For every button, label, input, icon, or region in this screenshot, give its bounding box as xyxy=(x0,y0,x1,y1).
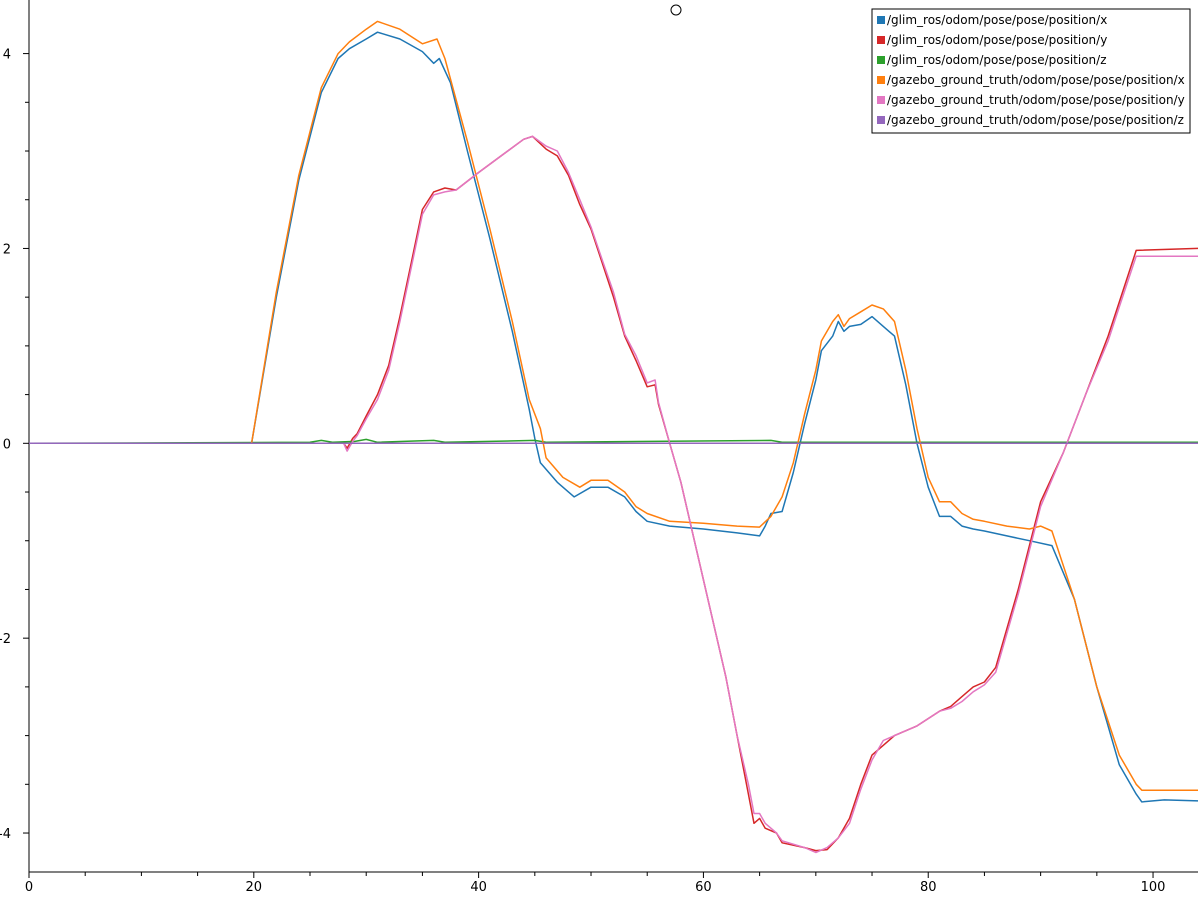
chart-legend: /glim_ros/odom/pose/pose/position/x/glim… xyxy=(871,8,1191,134)
chart-series-lines xyxy=(28,20,1199,854)
legend-entry: /gazebo_ground_truth/odom/pose/pose/posi… xyxy=(887,73,1185,87)
x-tick-label: 40 xyxy=(470,880,487,895)
legend-swatch xyxy=(877,96,885,104)
legend-swatch xyxy=(877,36,885,44)
x-tick-label: 20 xyxy=(246,880,263,895)
legend-swatch xyxy=(877,76,885,84)
legend-entry: /glim_ros/odom/pose/pose/position/x xyxy=(887,13,1107,27)
series-line-3 xyxy=(29,20,1198,791)
y-tick-label: -4 xyxy=(0,827,11,842)
mouse-cursor-circle xyxy=(670,4,682,16)
y-tick-label: -2 xyxy=(0,632,11,647)
y-tick-label: 0 xyxy=(3,437,11,452)
x-tick-label: 60 xyxy=(695,880,712,895)
y-tick-label: 2 xyxy=(3,242,11,257)
series-line-0 xyxy=(29,31,1199,803)
series-line-4 xyxy=(29,135,1198,854)
legend-entry: /gazebo_ground_truth/odom/pose/pose/posi… xyxy=(887,93,1185,107)
x-tick-label: 0 xyxy=(25,880,33,895)
legend-swatch xyxy=(877,16,885,24)
x-tick-label: 80 xyxy=(920,880,937,895)
legend-entry: /glim_ros/odom/pose/pose/position/y xyxy=(887,33,1107,47)
legend-swatch xyxy=(877,56,885,64)
legend-entry: /gazebo_ground_truth/odom/pose/pose/posi… xyxy=(887,113,1184,127)
legend-box xyxy=(871,8,1191,134)
series-line-1 xyxy=(29,135,1199,852)
y-tick-label: 4 xyxy=(3,48,11,63)
legend-swatch xyxy=(877,116,885,124)
series-line-2 xyxy=(28,438,1198,445)
x-tick-label: 100 xyxy=(1141,880,1166,895)
legend-entry: /glim_ros/odom/pose/pose/position/z xyxy=(887,53,1107,67)
